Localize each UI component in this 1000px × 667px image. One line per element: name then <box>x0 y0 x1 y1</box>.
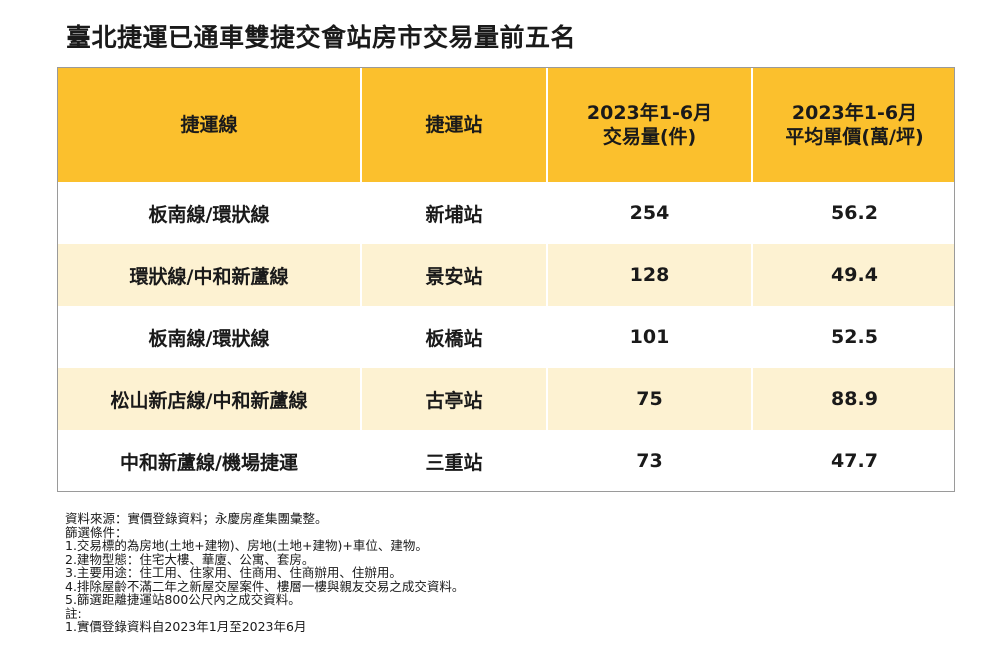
table-row: 板南線/環狀線 新埔站 254 56.2 <box>58 182 954 244</box>
header-volume-label: 交易量(件) <box>602 126 697 148</box>
note-remark-heading: 註: <box>65 605 82 621</box>
cell-mrt-line: 板南線/環狀線 <box>58 182 362 244</box>
cell-mrt-line: 板南線/環狀線 <box>58 306 362 368</box>
cell-volume: 101 <box>547 306 753 368</box>
header-price-label: 平均單價(萬/坪) <box>785 126 924 148</box>
cell-volume: 75 <box>547 368 753 430</box>
cell-volume: 73 <box>547 430 753 491</box>
cell-avg-price: 47.7 <box>752 430 954 491</box>
table-row: 松山新店線/中和新蘆線 古亭站 75 88.9 <box>58 368 954 430</box>
cell-mrt-station: 景安站 <box>361 244 548 306</box>
cell-mrt-station: 古亭站 <box>361 368 548 430</box>
header-mrt-station: 捷運站 <box>361 68 548 182</box>
cell-avg-price: 52.5 <box>752 306 954 368</box>
header-volume: 2023年1-6月 交易量(件) <box>547 68 753 182</box>
note-filter-item: 1.交易標的為房地(土地+建物)、房地(土地+建物)+車位、建物。 <box>65 538 428 553</box>
cell-avg-price: 49.4 <box>752 244 954 306</box>
note-filter-item: 3.主要用途：住工用、住家用、住商用、住商辦用、住辦用。 <box>65 565 402 580</box>
cell-mrt-line: 中和新蘆線/機場捷運 <box>58 430 362 491</box>
table-row: 中和新蘆線/機場捷運 三重站 73 47.7 <box>58 430 954 491</box>
cell-mrt-line: 環狀線/中和新蘆線 <box>58 244 362 306</box>
source-notes: 資料來源：實價登錄資料；永慶房產集團彙整。 篩選條件： 1.交易標的為房地(土地… <box>65 512 464 634</box>
transaction-table: 捷運線 捷運站 2023年1-6月 交易量(件) 2023年1-6月 平均單價(… <box>57 67 955 492</box>
header-avg-price: 2023年1-6月 平均單價(萬/坪) <box>752 68 954 182</box>
note-remark-item: 1.實價登錄資料自2023年1月至2023年6月 <box>65 619 307 634</box>
note-source: 資料來源：實價登錄資料；永慶房產集團彙整。 <box>65 511 328 526</box>
table-row: 環狀線/中和新蘆線 景安站 128 49.4 <box>58 244 954 306</box>
note-filter-item: 5.篩選距離捷運站800公尺內之成交資料。 <box>65 592 301 607</box>
cell-mrt-station: 板橋站 <box>361 306 548 368</box>
note-filter-item: 4.排除屋齡不滿二年之新屋交屋案件、樓層一樓與親友交易之成交資料。 <box>65 578 465 594</box>
note-filter-heading: 篩選條件： <box>65 524 128 540</box>
cell-mrt-station: 三重站 <box>361 430 548 491</box>
cell-avg-price: 56.2 <box>752 182 954 244</box>
cell-volume: 254 <box>547 182 753 244</box>
cell-avg-price: 88.9 <box>752 368 954 430</box>
note-filter-item: 2.建物型態：住宅大樓、華廈、公寓、套房。 <box>65 551 315 567</box>
cell-mrt-station: 新埔站 <box>361 182 548 244</box>
table-header-row: 捷運線 捷運站 2023年1-6月 交易量(件) 2023年1-6月 平均單價(… <box>58 68 954 182</box>
header-mrt-line: 捷運線 <box>58 68 362 182</box>
page-title: 臺北捷運已通車雙捷交會站房市交易量前五名 <box>66 23 577 52</box>
cell-volume: 128 <box>547 244 753 306</box>
cell-mrt-line: 松山新店線/中和新蘆線 <box>58 368 362 430</box>
header-volume-period: 2023年1-6月 <box>586 102 713 124</box>
table-row: 板南線/環狀線 板橋站 101 52.5 <box>58 306 954 368</box>
header-price-period: 2023年1-6月 <box>791 102 918 124</box>
